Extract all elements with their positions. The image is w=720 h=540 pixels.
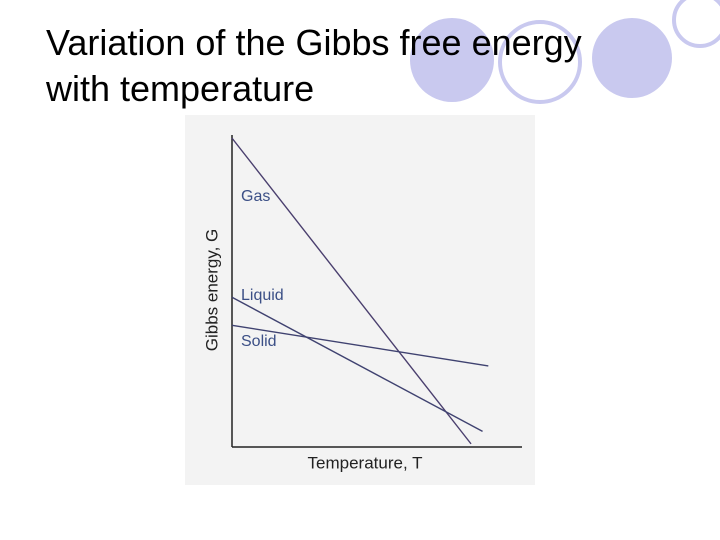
decor-circle [592, 18, 672, 98]
decor-circle [410, 18, 494, 102]
series-line [231, 324, 489, 367]
series-label: Solid [241, 333, 277, 350]
plot-background [185, 115, 535, 485]
series-line [231, 296, 483, 433]
y-axis-label: Gibbs energy, G [202, 229, 221, 352]
decor-circle [498, 20, 582, 104]
x-axis-label: Temperature, T [308, 453, 423, 472]
slide-title: Variation of the Gibbs free energy with … [46, 22, 582, 109]
series-label: Gas [241, 188, 270, 205]
series-line [231, 137, 472, 445]
series-label: Liquid [241, 287, 284, 304]
decor-circle [672, 0, 720, 48]
